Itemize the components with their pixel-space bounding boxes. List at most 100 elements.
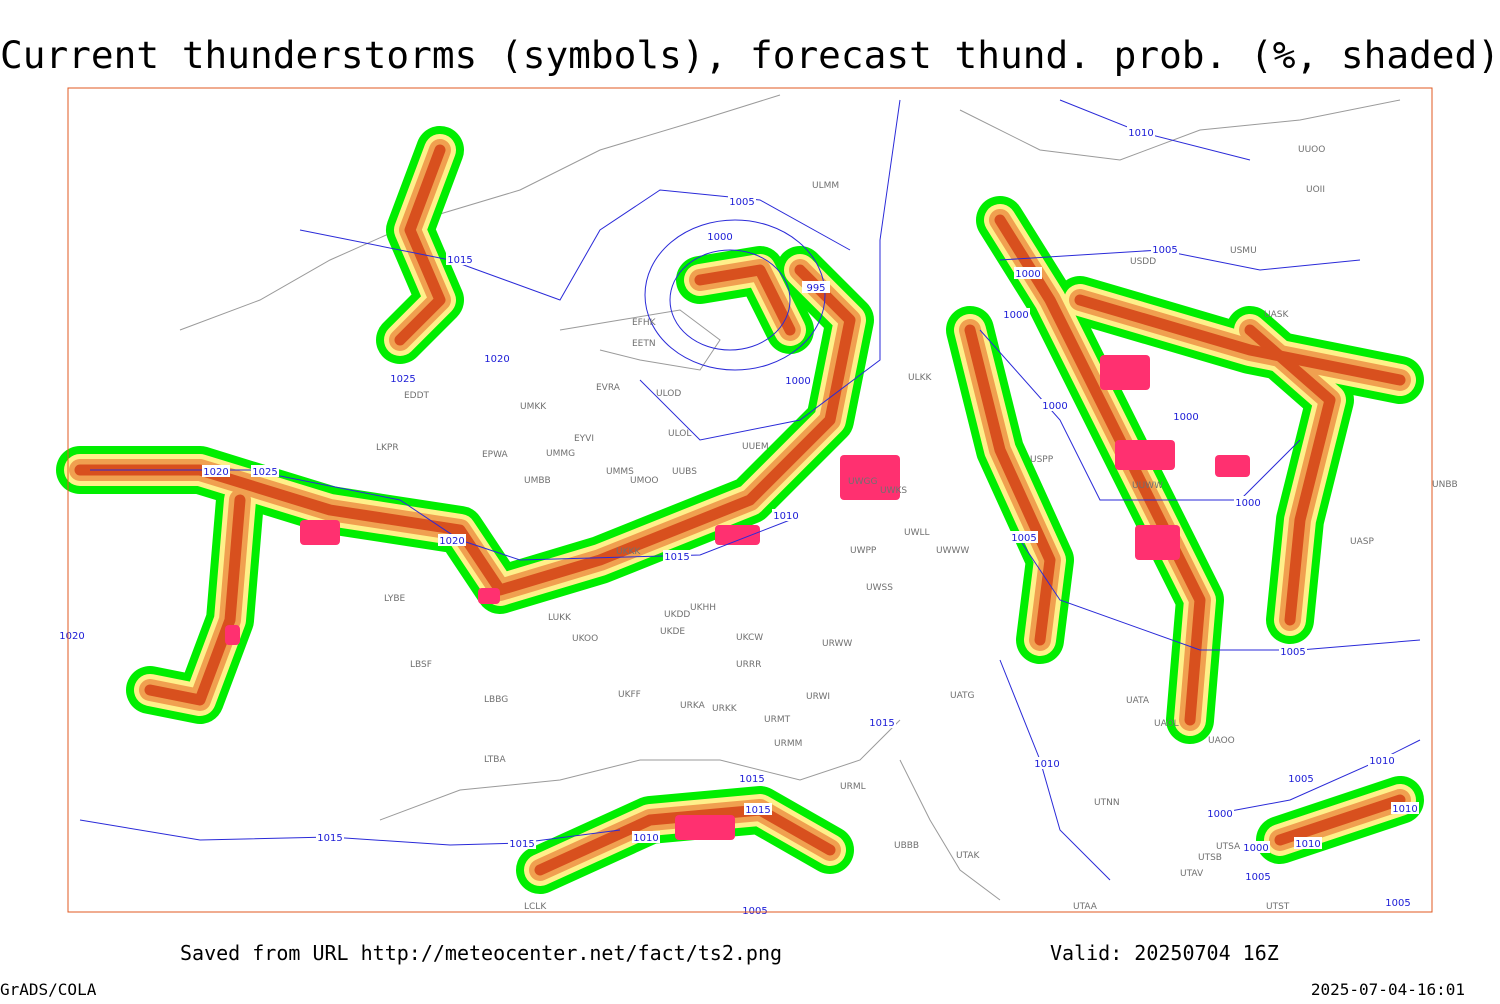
station-label: UKDE: [660, 627, 685, 637]
station-label: ULKK: [908, 373, 933, 383]
isobar-label: 1000: [707, 232, 732, 243]
station-label: EFHK: [632, 318, 657, 328]
isobar-label-bg: [438, 534, 466, 546]
isobar-label: 1020: [439, 536, 464, 547]
coastline: [179, 94, 781, 331]
isobar-label-bg: [1127, 126, 1155, 138]
station-label: UKOO: [572, 634, 598, 644]
storm-cluster: [1100, 355, 1150, 390]
isobar-label: 1000: [1207, 809, 1232, 820]
coastline: [959, 99, 1401, 161]
isobar-label: 1005: [1288, 774, 1313, 785]
station-label: LBSF: [410, 660, 432, 670]
isobar-label-bg: [1014, 267, 1042, 279]
station-label: UMMS: [606, 467, 634, 477]
station-label: USPP: [1030, 455, 1054, 465]
isobar-label: 1010: [773, 511, 798, 522]
isobar-label: 1005: [1385, 898, 1410, 909]
shading-band: [1074, 294, 1406, 386]
station-label: ULOD: [656, 389, 681, 399]
station-label: URWW: [822, 639, 852, 649]
isobar-label-bg: [1294, 837, 1322, 849]
isobar-label-bg: [1151, 243, 1179, 255]
shading-band: [144, 494, 246, 706]
station-label: LBBG: [484, 695, 508, 705]
isobar-label-bg: [1010, 531, 1038, 543]
station-label: URKA: [680, 701, 706, 711]
isobar-label: 1015: [509, 839, 534, 850]
isobar-label-bg: [772, 509, 800, 521]
shading-band: [74, 264, 856, 596]
station-label: UUBS: [672, 467, 697, 477]
station-label: LUKK: [548, 613, 572, 623]
isobar: [79, 819, 621, 846]
isobar: [1019, 539, 1421, 651]
station-label: EDDT: [404, 391, 430, 401]
station-label: UWGG: [848, 477, 877, 487]
station-label: UMKK: [520, 402, 547, 412]
storm-cluster: [300, 520, 340, 545]
station-label: UKHH: [690, 603, 716, 613]
isobar-label-bg: [1244, 870, 1272, 882]
isobar-label: 1025: [390, 374, 415, 385]
coastline: [559, 309, 721, 371]
station-label: UTST: [1266, 902, 1290, 912]
isobar-label: 1005: [1011, 533, 1036, 544]
isobar-label-bg: [1384, 896, 1412, 908]
storm-cluster: [715, 525, 760, 545]
probability-shading: [56, 126, 1424, 894]
station-label: UWWW: [936, 546, 969, 556]
station-label: UATG: [950, 691, 975, 701]
isobar-label: 1020: [484, 354, 509, 365]
software-credit: GrADS/COLA: [0, 980, 97, 999]
storm-cluster: [675, 815, 735, 840]
shading-band: [394, 144, 446, 346]
station-label: UAOO: [1208, 736, 1235, 746]
station-label: LKPR: [376, 443, 399, 453]
station-label: EETN: [632, 339, 656, 349]
isobar-label-bg: [1368, 754, 1396, 766]
isobar-label-bg: [1041, 399, 1069, 411]
station-label: UAOL: [1154, 719, 1179, 729]
station-label: EPWA: [482, 450, 509, 460]
shading-band: [694, 264, 796, 336]
isobar-label-bg: [663, 550, 691, 562]
storm-cluster: [478, 588, 500, 604]
station-label: UTAA: [1073, 902, 1098, 912]
station-label: UKCW: [736, 633, 763, 643]
isobar-label: 1000: [1042, 401, 1067, 412]
station-label: UUOO: [1298, 145, 1325, 155]
station-label: UASP: [1350, 537, 1374, 547]
station-label: LCLK: [524, 902, 547, 912]
station-label: URKK: [712, 704, 738, 714]
isobar-label-bg: [316, 831, 344, 843]
station-label: URRR: [736, 660, 761, 670]
station-label: EYVI: [574, 434, 594, 444]
isobar-label-bg: [1172, 410, 1200, 422]
isobar-label: 1015: [317, 833, 342, 844]
isobar-label-bg: [1033, 757, 1061, 769]
shading-band: [964, 324, 1056, 646]
station-label: URMM: [774, 739, 802, 749]
isobar: [644, 219, 826, 371]
isobar-label-bg: [446, 253, 474, 265]
station-label: LTBA: [484, 755, 506, 765]
isobar: [999, 249, 1361, 271]
isobar-label: 1000: [1003, 310, 1028, 321]
isobar-label: 1010: [1034, 759, 1059, 770]
station-label: LYBE: [384, 594, 405, 604]
isobar-label: 1005: [1152, 245, 1177, 256]
coastlines: [179, 94, 1401, 901]
source-url: Saved from URL http://meteocenter.net/fa…: [180, 941, 782, 965]
station-label: UUWW: [1132, 481, 1163, 491]
coastline: [899, 759, 1001, 901]
isobar-label-bg: [868, 716, 896, 728]
storm-cluster: [225, 625, 240, 645]
isobar-label: 1015: [447, 255, 472, 266]
isobar-label: 1010: [633, 833, 658, 844]
isobar-label-bg: [202, 465, 230, 477]
station-label: URMT: [764, 715, 791, 725]
isobar-label: 1005: [729, 197, 754, 208]
shading-band: [1244, 324, 1336, 626]
